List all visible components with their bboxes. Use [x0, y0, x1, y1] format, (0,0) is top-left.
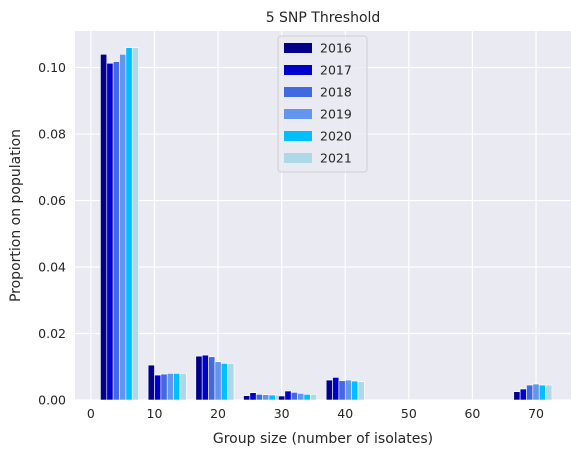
bar-2019-group-2 — [214, 361, 222, 401]
x-tick-label: 0 — [87, 406, 95, 421]
y-tick-label: 0.04 — [38, 260, 66, 275]
bar-2020-group-0 — [125, 47, 133, 401]
bar-2016-group-5 — [325, 379, 333, 401]
bar-2018-group-5 — [338, 380, 346, 401]
bar-2016-group-6 — [513, 391, 521, 401]
legend-label-2017: 2017 — [320, 63, 352, 78]
x-tick-label: 10 — [147, 406, 163, 421]
bar-2019-group-5 — [344, 379, 352, 401]
bar-2017-group-1 — [154, 374, 162, 401]
bar-2019-group-3 — [262, 394, 270, 401]
x-tick-label: 20 — [210, 406, 226, 421]
bar-2018-group-2 — [208, 356, 216, 401]
bar-2016-group-0 — [100, 53, 108, 401]
bar-2020-group-4 — [303, 394, 311, 401]
x-tick-label: 30 — [274, 406, 290, 421]
bar-2016-group-3 — [243, 395, 251, 401]
bar-2018-group-3 — [255, 394, 263, 401]
bar-2021-group-1 — [179, 373, 187, 401]
y-tick-label: 0.00 — [38, 393, 66, 408]
bar-2016-group-1 — [147, 364, 155, 401]
legend-swatch-2020 — [284, 131, 312, 141]
legend-swatch-2016 — [284, 43, 312, 53]
bar-2018-group-4 — [290, 392, 298, 401]
y-tick-label: 0.02 — [38, 326, 66, 341]
x-axis-label: Group size (number of isolates) — [213, 431, 433, 447]
legend-label-2019: 2019 — [320, 107, 352, 122]
bar-2018-group-6 — [526, 384, 534, 401]
legend-label-2020: 2020 — [320, 129, 352, 144]
bar-2017-group-6 — [519, 388, 527, 401]
legend-swatch-2019 — [284, 109, 312, 119]
x-tick-label: 40 — [337, 406, 353, 421]
legend-label-2021: 2021 — [320, 151, 352, 166]
bar-2018-group-1 — [160, 373, 168, 401]
bar-2016-group-2 — [195, 355, 203, 401]
x-axis-ticks: 0 10 20 30 40 50 60 70 — [87, 406, 544, 421]
bar-2020-group-3 — [268, 394, 276, 401]
y-tick-label: 0.06 — [38, 193, 66, 208]
legend-label-2018: 2018 — [320, 85, 352, 100]
y-tick-label: 0.08 — [38, 127, 66, 142]
bar-2019-group-6 — [532, 383, 540, 401]
y-axis-label: Proportion on population — [8, 129, 24, 302]
bar-2017-group-0 — [106, 62, 114, 401]
bar-2021-group-4 — [309, 394, 317, 401]
bar-2017-group-3 — [249, 392, 257, 401]
legend: 2016 2017 2018 2019 2020 2021 — [277, 35, 368, 173]
bar-2019-group-1 — [166, 373, 174, 401]
legend-swatch-2017 — [284, 65, 312, 75]
bar-2021-group-6 — [545, 384, 553, 401]
bar-2020-group-6 — [538, 384, 546, 401]
bar-2017-group-2 — [201, 354, 209, 401]
x-tick-label: 50 — [401, 406, 417, 421]
bar-2020-group-2 — [220, 363, 228, 401]
x-tick-label: 60 — [464, 406, 480, 421]
bar-2017-group-5 — [332, 377, 340, 401]
bar-2016-group-4 — [278, 395, 286, 401]
bar-2020-group-5 — [351, 380, 359, 401]
bar-2019-group-4 — [297, 393, 305, 401]
legend-label-2016: 2016 — [320, 41, 352, 56]
bar-2019-group-0 — [119, 53, 127, 401]
bar-2017-group-4 — [284, 390, 292, 401]
y-axis-ticks: 0.00 0.02 0.04 0.06 0.08 0.10 — [38, 60, 66, 407]
bar-2020-group-1 — [173, 373, 181, 401]
legend-swatch-2021 — [284, 153, 312, 163]
bar-2018-group-0 — [112, 61, 120, 401]
legend-swatch-2018 — [284, 87, 312, 97]
bar-2021-group-5 — [357, 381, 365, 401]
bar-2021-group-0 — [131, 47, 139, 401]
bar-2021-group-2 — [227, 363, 235, 401]
x-tick-label: 70 — [528, 406, 544, 421]
y-tick-label: 0.10 — [38, 60, 66, 75]
chart-title: 5 SNP Threshold — [266, 10, 381, 26]
bars — [100, 47, 553, 401]
